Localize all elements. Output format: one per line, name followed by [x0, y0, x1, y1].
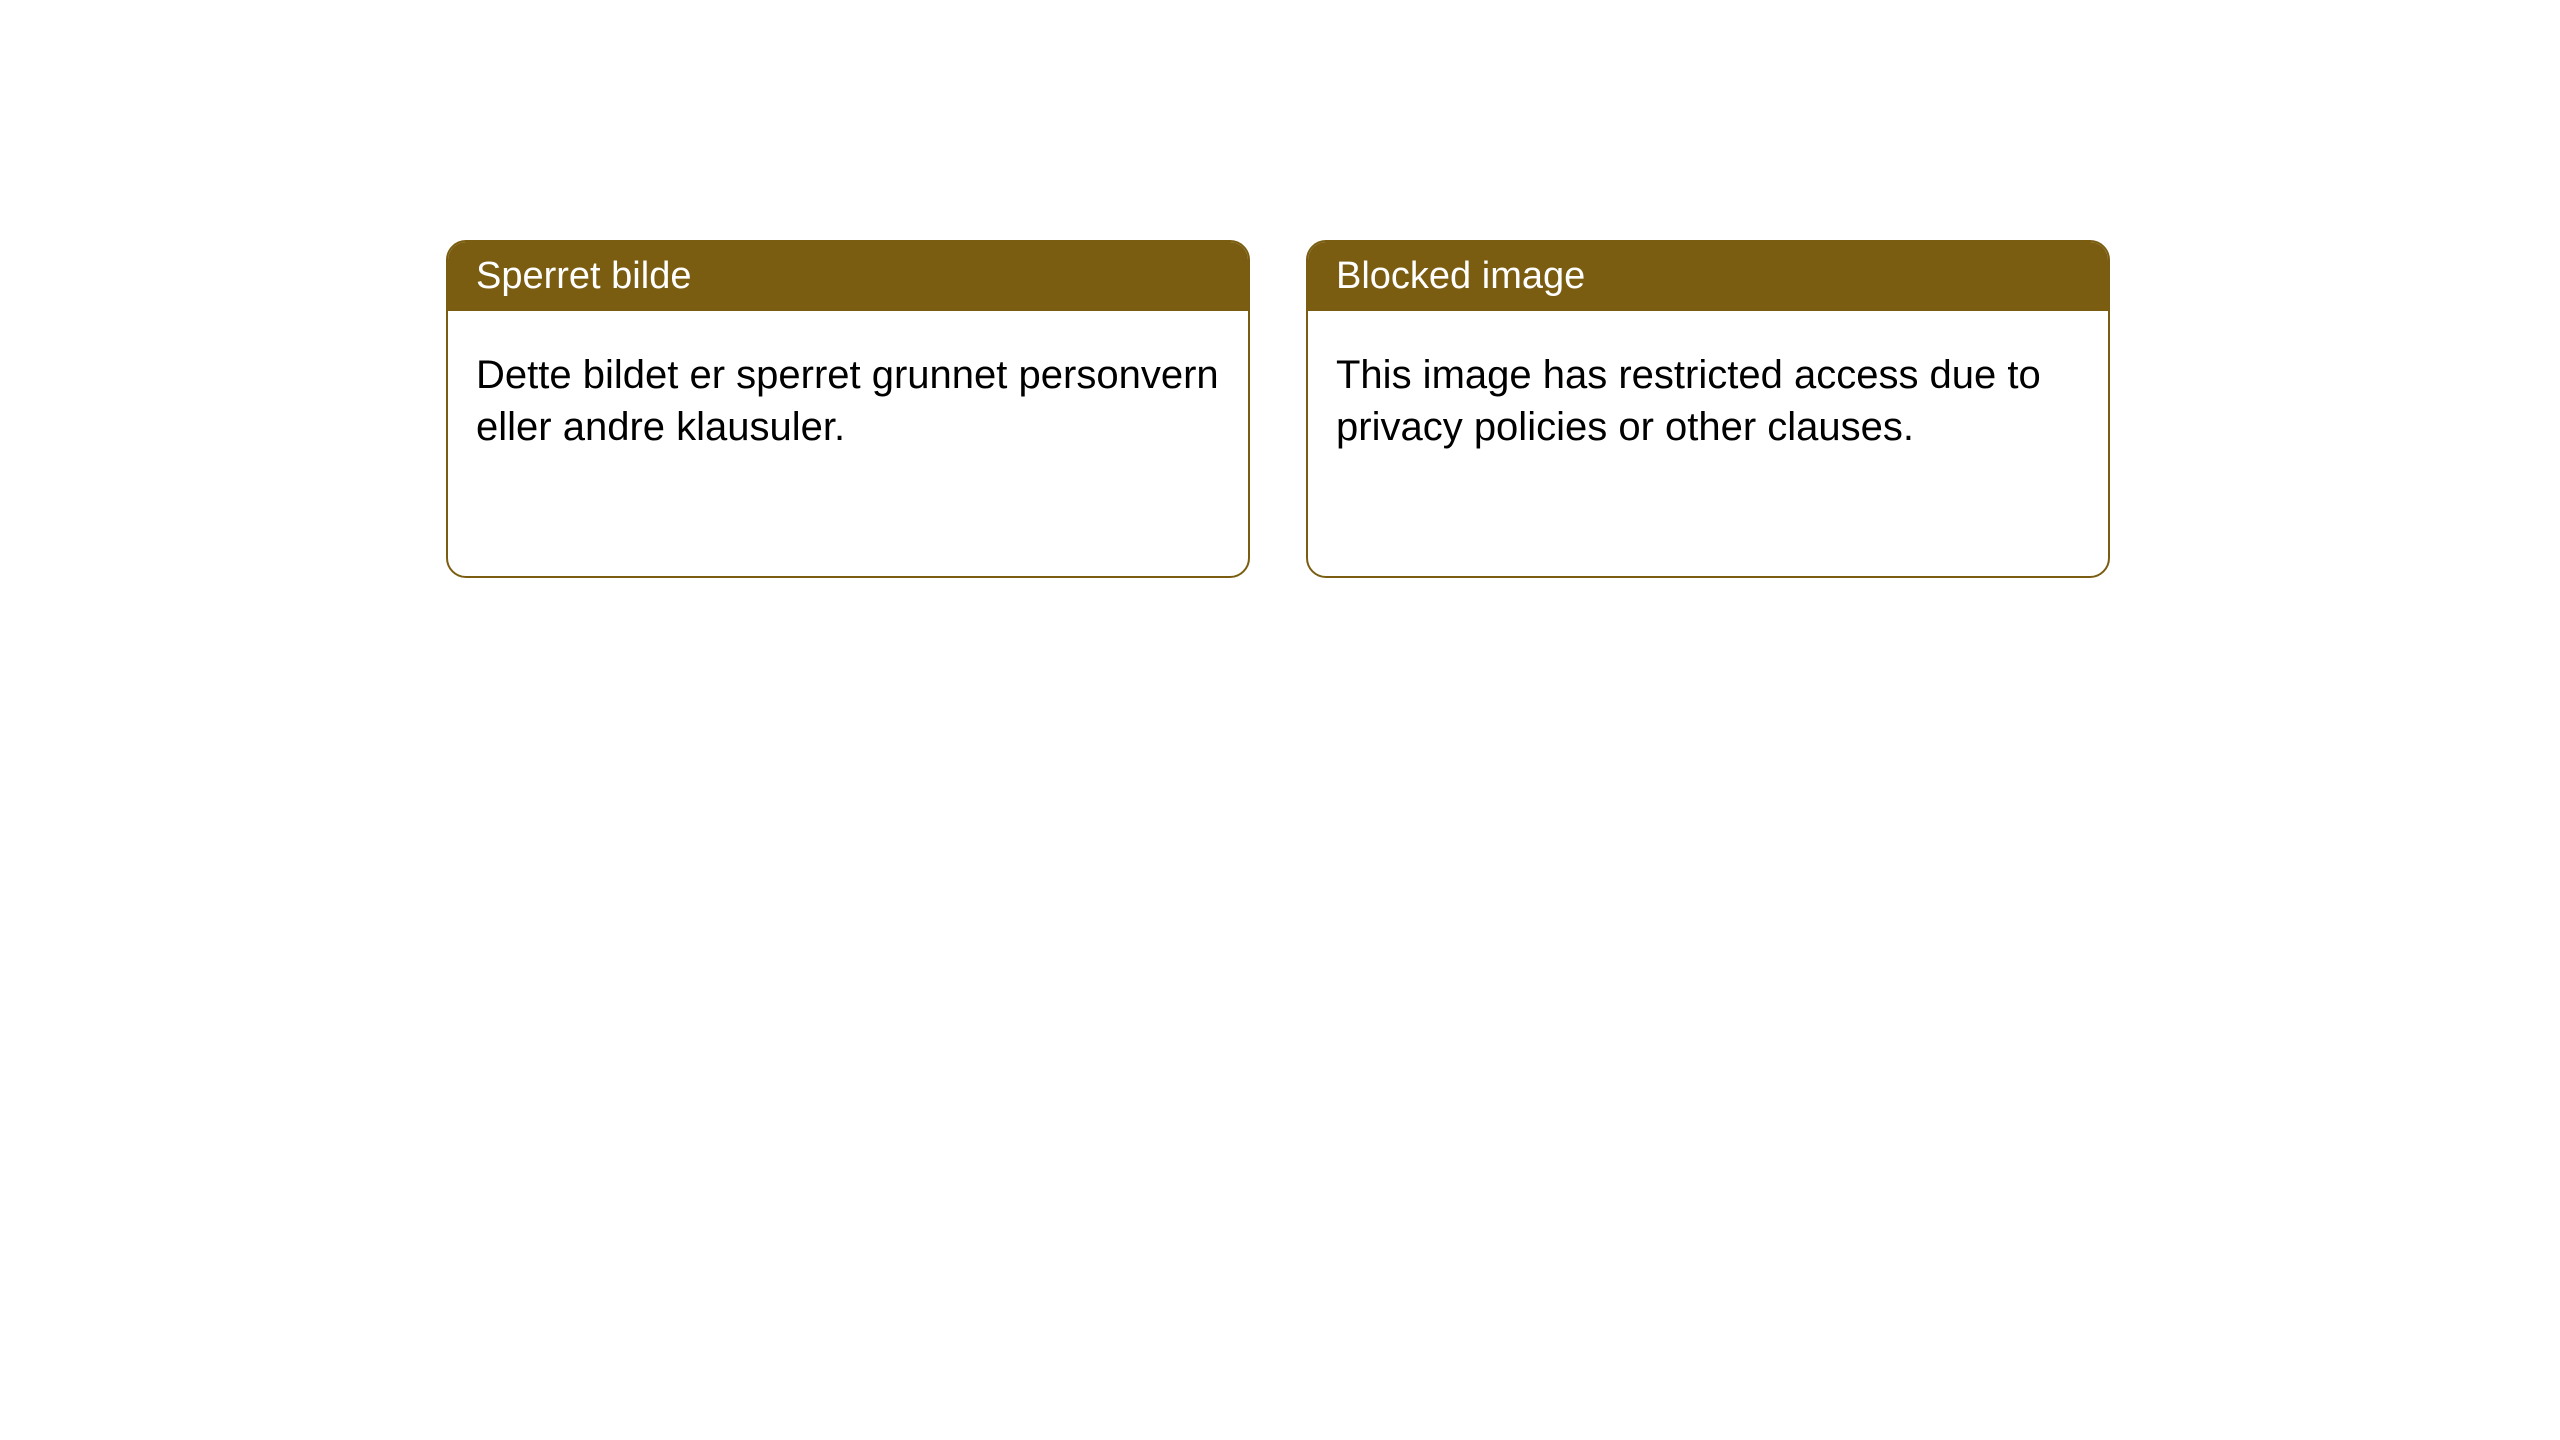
notice-text: This image has restricted access due to … [1336, 353, 2041, 449]
notice-header: Sperret bilde [448, 242, 1248, 311]
notice-container: Sperret bilde Dette bildet er sperret gr… [0, 0, 2560, 578]
notice-title: Sperret bilde [476, 255, 691, 297]
notice-card-english: Blocked image This image has restricted … [1306, 240, 2110, 578]
notice-header: Blocked image [1308, 242, 2108, 311]
notice-body: Dette bildet er sperret grunnet personve… [448, 311, 1248, 491]
notice-text: Dette bildet er sperret grunnet personve… [476, 353, 1219, 449]
notice-title: Blocked image [1336, 255, 1585, 297]
notice-body: This image has restricted access due to … [1308, 311, 2108, 491]
notice-card-norwegian: Sperret bilde Dette bildet er sperret gr… [446, 240, 1250, 578]
